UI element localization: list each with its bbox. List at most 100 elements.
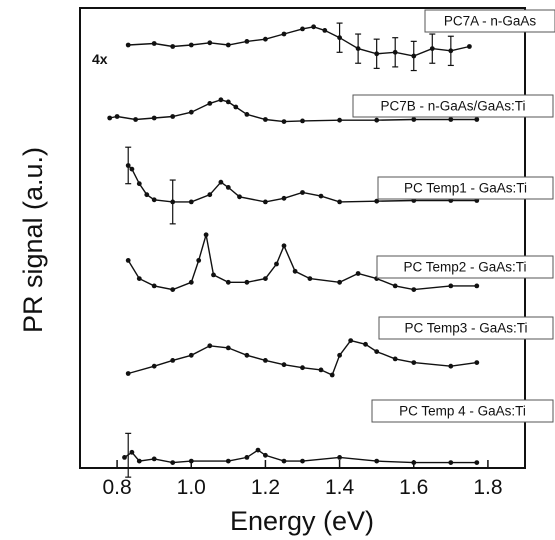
data-point	[319, 368, 324, 373]
data-point	[226, 280, 231, 285]
data-point	[263, 276, 268, 281]
data-point	[245, 455, 250, 460]
data-point	[263, 117, 268, 122]
data-point	[300, 365, 305, 370]
data-point	[348, 338, 353, 343]
data-point	[363, 342, 368, 347]
series-6	[122, 448, 479, 465]
data-point	[282, 119, 287, 124]
data-point	[126, 43, 131, 48]
scale-annotation: 4x	[92, 51, 108, 67]
data-point	[337, 280, 342, 285]
data-point	[133, 117, 138, 122]
x-axis-label: Energy (eV)	[230, 506, 374, 536]
series-label-box: PC7B - n-GaAs/GaAs:Ti	[353, 95, 553, 117]
data-point	[263, 200, 268, 205]
series-label-box: PC Temp 4 - GaAs:Ti	[372, 400, 553, 422]
data-point	[322, 28, 327, 33]
error-bar	[125, 433, 131, 477]
data-point	[337, 353, 342, 358]
data-point	[115, 114, 120, 119]
data-point	[226, 185, 231, 190]
data-point	[300, 459, 305, 464]
data-point	[219, 180, 224, 185]
series-label: PC Temp2 - GaAs:Ti	[403, 260, 526, 275]
data-point	[467, 44, 472, 49]
data-point	[211, 273, 216, 278]
data-point	[137, 181, 142, 186]
data-point	[137, 459, 142, 464]
data-point	[226, 43, 231, 48]
data-point	[300, 119, 305, 124]
data-point	[130, 450, 135, 455]
data-point	[245, 112, 250, 117]
x-tick-label: 1.4	[325, 476, 355, 499]
y-axis-label: PR signal (a.u.)	[18, 147, 48, 333]
series-label: PC7A - n-GaAs	[444, 14, 537, 29]
data-point	[226, 346, 231, 351]
data-point	[219, 97, 224, 102]
data-point	[393, 357, 398, 362]
data-point	[152, 197, 157, 202]
data-point	[204, 232, 209, 237]
data-point	[226, 459, 231, 464]
series-line	[128, 27, 469, 56]
data-point	[411, 117, 416, 122]
data-point	[107, 116, 112, 121]
data-point	[356, 271, 361, 276]
series-label-box: PC Temp1 - GaAs:Ti	[378, 177, 553, 199]
data-point	[337, 200, 342, 205]
plot-frame	[80, 8, 525, 468]
data-point	[170, 287, 175, 292]
data-point	[189, 280, 194, 285]
data-point	[282, 362, 287, 367]
data-point	[170, 460, 175, 465]
x-tick-label: 1.0	[177, 476, 206, 499]
data-point	[152, 41, 157, 46]
data-point	[282, 243, 287, 248]
data-point	[137, 276, 142, 281]
data-point	[170, 44, 175, 49]
series-label: PC Temp 4 - GaAs:Ti	[399, 404, 526, 419]
data-point	[189, 110, 194, 115]
data-point	[282, 32, 287, 37]
series-labels: PC7A - n-GaAs 4x PC7B - n-GaAs/GaAs:Ti PC T…	[92, 10, 555, 422]
data-point	[411, 360, 416, 365]
x-axis-ticks: 0.8 1.0 1.2 1.4 1.6 1.8	[102, 460, 502, 499]
data-point	[374, 118, 379, 123]
data-point	[189, 200, 194, 205]
data-point	[282, 196, 287, 201]
data-point	[263, 453, 268, 458]
data-point	[263, 358, 268, 363]
data-point	[330, 373, 335, 378]
data-point	[374, 349, 379, 354]
data-point	[274, 262, 279, 267]
data-point	[474, 117, 479, 122]
data-point	[282, 459, 287, 464]
data-point	[152, 284, 157, 289]
series-label-box: PC Temp3 - GaAs:Ti	[379, 317, 553, 339]
data-point	[226, 100, 231, 105]
data-point	[393, 284, 398, 289]
data-point	[337, 455, 342, 460]
data-point	[152, 457, 157, 462]
data-point	[207, 343, 212, 348]
x-tick-label: 1.2	[251, 476, 280, 499]
data-point	[448, 117, 453, 122]
data-point	[411, 287, 416, 292]
data-point	[170, 114, 175, 119]
data-point	[474, 460, 479, 465]
data-point	[189, 43, 194, 48]
series-5	[126, 338, 479, 377]
data-point	[122, 455, 127, 460]
data-point	[152, 364, 157, 369]
data-point	[152, 116, 157, 121]
series-label-box: PC7A - n-GaAs	[425, 10, 555, 32]
data-point	[474, 360, 479, 365]
data-point	[245, 280, 250, 285]
series-label: PC Temp3 - GaAs:Ti	[404, 321, 527, 336]
data-point	[233, 105, 238, 110]
data-point	[374, 459, 379, 464]
data-point	[448, 364, 453, 369]
